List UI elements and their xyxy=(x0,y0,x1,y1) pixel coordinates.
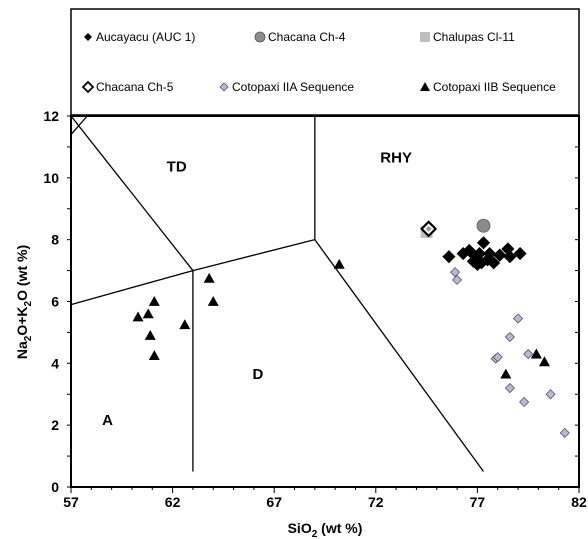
legend-item-chalupas-cl-11: Chalupas Cl-11 xyxy=(420,30,515,44)
field-label-td: TD xyxy=(167,159,187,176)
point-cotopaxi-iia-sequence xyxy=(545,389,556,400)
y-tick-label: 2 xyxy=(51,417,59,433)
point-cotopaxi-iib-sequence xyxy=(530,348,542,359)
tick-labels: 57 62 67 72 77 82 0 2 4 6 8 10 12 xyxy=(43,108,587,510)
point-cotopaxi-iia-sequence xyxy=(512,313,524,324)
x-tick-label: 72 xyxy=(368,494,384,510)
point-cotopaxi-iia-sequence xyxy=(519,396,530,408)
legend-item-cotopaxi-iib-sequence: Cotopaxi IIB Sequence xyxy=(420,80,556,94)
point-cotopaxi-iia-sequence xyxy=(449,267,461,278)
field-boundary-line xyxy=(70,115,88,135)
point-chacana-ch-5-inner xyxy=(425,225,432,232)
point-chacana-ch-4 xyxy=(476,218,491,233)
legend: Aucayacu (AUC 1) Chacana Ch-4 Chalupas Cl-… xyxy=(81,30,556,94)
point-cotopaxi-iia-sequence xyxy=(504,331,515,343)
y-tick-label: 10 xyxy=(43,170,59,186)
point-aucayacu-auc-1 xyxy=(513,247,527,261)
legend-marker xyxy=(420,32,430,42)
point-cotopaxi-iia-sequence xyxy=(523,348,534,360)
point-cotopaxi-iib-sequence xyxy=(179,319,191,330)
legend-marker xyxy=(420,82,430,91)
field-boundary-line xyxy=(70,115,194,271)
legend-label: Cotopaxi IIA Sequence xyxy=(232,80,354,94)
field-boundary-line xyxy=(70,269,194,306)
point-cotopaxi-iib-sequence xyxy=(203,272,215,283)
field-boundary-line xyxy=(314,239,485,472)
point-aucayacu-auc-1 xyxy=(442,250,456,264)
point-cotopaxi-iia-sequence xyxy=(492,352,503,363)
point-cotopaxi-iib-sequence xyxy=(500,368,512,379)
field-labels: TD RHY D A xyxy=(102,149,412,429)
point-cotopaxi-iib-sequence xyxy=(148,350,160,361)
legend-item-aucayacu-auc-1: Aucayacu (AUC 1) xyxy=(84,30,195,44)
legend-marker xyxy=(81,80,95,94)
legend-label: Chacana Ch-4 xyxy=(268,30,346,44)
legend-label: Chacana Ch-5 xyxy=(96,80,174,94)
legend-label: Cotopaxi IIB Sequence xyxy=(433,80,556,94)
y-tick-label: 0 xyxy=(51,479,59,495)
legend-item-chacana-ch-4: Chacana Ch-4 xyxy=(254,30,346,44)
point-cotopaxi-iia-sequence xyxy=(504,383,515,394)
legend-marker xyxy=(254,31,266,43)
field-boundaries xyxy=(70,115,485,472)
point-cotopaxi-iia-sequence xyxy=(559,427,570,438)
y-tick-label: 8 xyxy=(51,232,59,248)
point-cotopaxi-iib-sequence xyxy=(144,330,156,340)
field-boundary-line xyxy=(192,239,315,272)
point-cotopaxi-iib-sequence xyxy=(207,296,219,306)
point-cotopaxi-iib-sequence xyxy=(538,356,550,367)
legend-item-cotopaxi-iia-sequence: Cotopaxi IIA Sequence xyxy=(219,80,354,94)
y-tick-label: 4 xyxy=(51,355,59,371)
x-tick-label: 67 xyxy=(266,494,282,510)
legend-label: Chalupas Cl-11 xyxy=(433,30,515,44)
axis-ticks xyxy=(67,115,580,493)
point-aucayacu-auc-1 xyxy=(480,253,495,267)
point-aucayacu-auc-1 xyxy=(476,236,491,250)
x-tick-label: 77 xyxy=(470,494,486,510)
field-label-rhy: RHY xyxy=(380,149,412,166)
data-points xyxy=(132,218,570,438)
field-label-d: D xyxy=(253,366,264,383)
legend-label: Aucayacu (AUC 1) xyxy=(96,30,195,44)
point-aucayacu-auc-1 xyxy=(493,248,507,262)
legend-item-chacana-ch-5: Chacana Ch-5 xyxy=(81,80,174,94)
point-cotopaxi-iib-sequence xyxy=(148,296,160,306)
y-tick-label: 12 xyxy=(43,108,59,124)
point-aucayacu-auc-1 xyxy=(503,250,517,264)
x-tick-label: 62 xyxy=(165,494,181,510)
point-cotopaxi-iib-sequence xyxy=(333,258,345,269)
plot-area xyxy=(70,115,580,488)
y-axis-label: Na2O+K2O (wt %) xyxy=(14,245,34,359)
x-tick-label: 57 xyxy=(63,494,79,510)
y-tick-label: 6 xyxy=(51,294,59,310)
field-label-a: A xyxy=(102,412,113,429)
x-axis-label: SiO2 (wt %) xyxy=(288,520,363,539)
legend-marker xyxy=(84,33,92,41)
point-cotopaxi-iib-sequence xyxy=(142,308,154,319)
legend-marker xyxy=(219,82,229,92)
legend-box xyxy=(70,8,580,116)
point-cotopaxi-iib-sequence xyxy=(132,311,144,322)
x-tick-label: 82 xyxy=(571,494,587,510)
point-cotopaxi-iia-sequence xyxy=(452,274,463,285)
point-aucayacu-auc-1 xyxy=(466,254,480,268)
